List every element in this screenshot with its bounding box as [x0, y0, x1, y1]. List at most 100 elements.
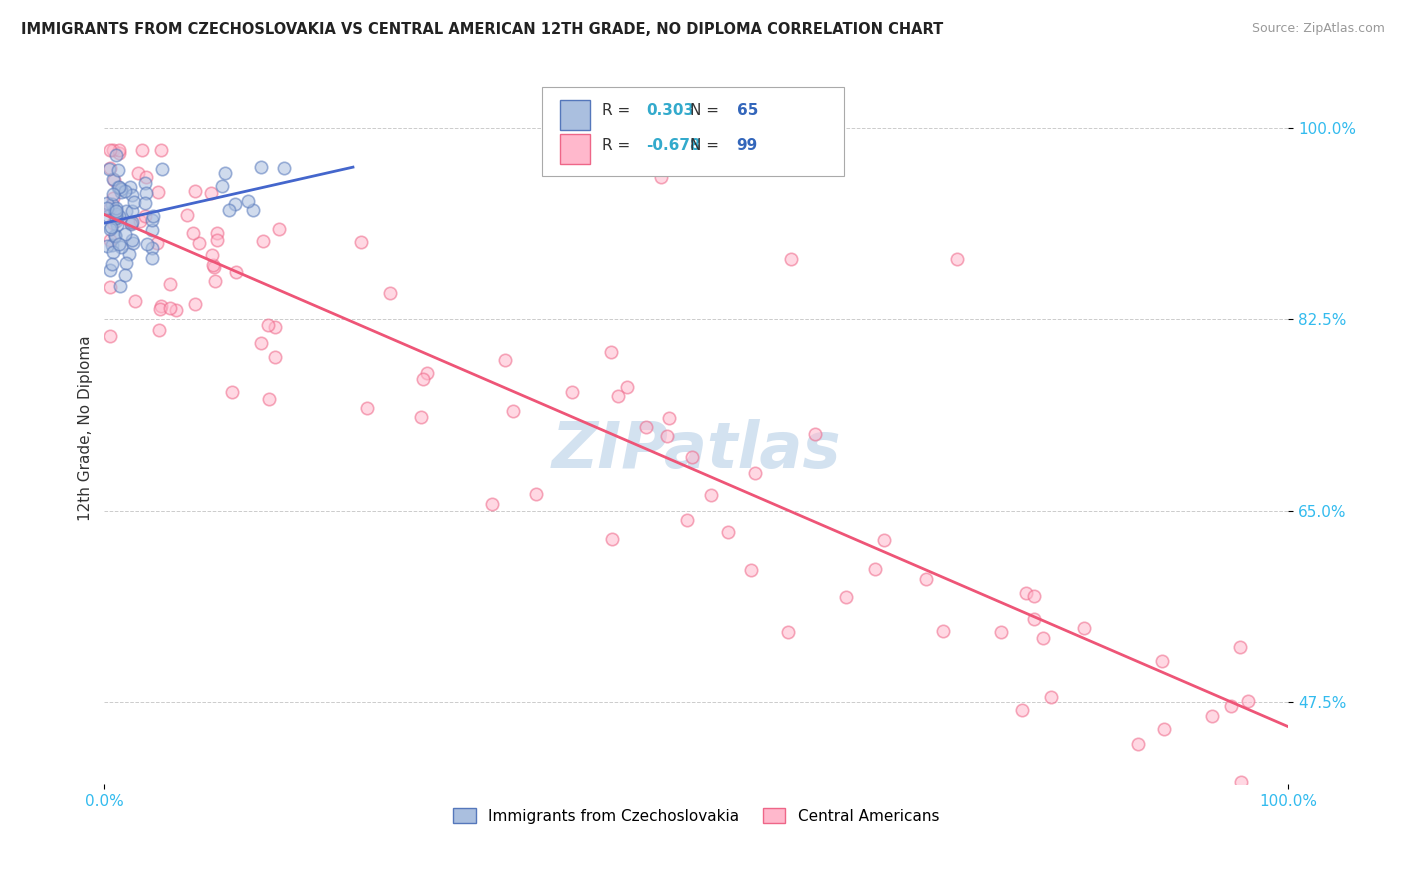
Point — [187, 236, 209, 251]
Point — [655, 428, 678, 442]
Point — [1201, 708, 1223, 723]
Point — [211, 178, 233, 193]
Point — [932, 624, 955, 639]
Point — [350, 235, 373, 250]
Point — [135, 186, 157, 200]
Point — [1150, 654, 1173, 668]
Point — [1237, 694, 1260, 708]
Point — [264, 319, 287, 334]
Point — [108, 145, 131, 160]
Point — [218, 203, 240, 218]
Point — [101, 244, 124, 259]
Point — [96, 201, 118, 215]
Point — [103, 171, 125, 186]
Point — [145, 236, 167, 251]
Point — [98, 202, 121, 216]
Text: N =: N = — [690, 138, 724, 153]
Point — [96, 196, 118, 211]
Point — [121, 234, 143, 248]
Point — [122, 236, 145, 251]
Point — [834, 591, 856, 605]
Point — [141, 241, 163, 255]
Point — [110, 240, 132, 254]
Point — [98, 221, 121, 235]
Point — [105, 219, 128, 233]
Point — [780, 252, 803, 266]
Point — [717, 524, 740, 539]
Text: ZIPatlas: ZIPatlas — [551, 419, 841, 481]
Point — [221, 385, 243, 400]
Point — [108, 210, 131, 224]
Text: IMMIGRANTS FROM CZECHOSLOVAKIA VS CENTRAL AMERICAN 12TH GRADE, NO DIPLOMA CORREL: IMMIGRANTS FROM CZECHOSLOVAKIA VS CENTRA… — [21, 22, 943, 37]
Point — [273, 161, 295, 175]
Point — [108, 180, 131, 194]
Point — [100, 238, 122, 252]
Text: R =: R = — [602, 138, 634, 153]
Point — [1229, 774, 1251, 789]
Point — [98, 329, 121, 343]
Point — [98, 280, 121, 294]
Point — [803, 427, 825, 442]
Point — [252, 235, 274, 249]
Point — [778, 624, 800, 639]
Point — [127, 166, 149, 180]
Point — [681, 450, 703, 464]
Point — [863, 562, 886, 576]
Point — [101, 257, 124, 271]
Point — [159, 277, 181, 292]
Point — [599, 344, 621, 359]
Point — [129, 214, 152, 228]
Point — [1073, 621, 1095, 635]
Point — [124, 194, 146, 209]
Point — [103, 202, 125, 217]
Point — [204, 274, 226, 288]
Point — [114, 227, 136, 241]
Point — [200, 186, 222, 201]
Point — [97, 209, 120, 223]
Point — [110, 182, 132, 196]
Point — [104, 204, 127, 219]
FancyBboxPatch shape — [543, 87, 844, 176]
Point — [121, 217, 143, 231]
Point — [141, 213, 163, 227]
Point — [1022, 589, 1045, 603]
Point — [121, 187, 143, 202]
Point — [202, 260, 225, 275]
Point — [165, 302, 187, 317]
Text: R =: R = — [602, 103, 634, 118]
Point — [1032, 631, 1054, 645]
Point — [242, 203, 264, 218]
Point — [269, 222, 291, 236]
Point — [159, 301, 181, 315]
Point — [1011, 703, 1033, 717]
Point — [744, 466, 766, 480]
Point — [108, 236, 131, 251]
Point — [114, 268, 136, 283]
Point — [96, 239, 118, 253]
Point — [98, 233, 121, 247]
Point — [103, 143, 125, 157]
Point — [945, 252, 967, 266]
Point — [607, 389, 630, 403]
Text: Source: ZipAtlas.com: Source: ZipAtlas.com — [1251, 22, 1385, 36]
Point — [636, 420, 658, 434]
Text: 65: 65 — [737, 103, 758, 118]
Point — [150, 161, 173, 176]
Point — [650, 169, 672, 184]
Point — [98, 161, 121, 176]
Point — [561, 385, 583, 400]
Point — [699, 488, 721, 502]
Point — [1128, 737, 1150, 751]
Point — [118, 179, 141, 194]
Point — [181, 226, 204, 240]
Point — [105, 148, 128, 162]
Point — [380, 285, 402, 300]
Point — [105, 206, 128, 220]
Point — [118, 246, 141, 260]
Point — [481, 497, 503, 511]
Point — [114, 184, 136, 198]
Point — [108, 279, 131, 293]
Point — [101, 187, 124, 202]
Point — [657, 411, 679, 425]
Point — [110, 185, 132, 199]
